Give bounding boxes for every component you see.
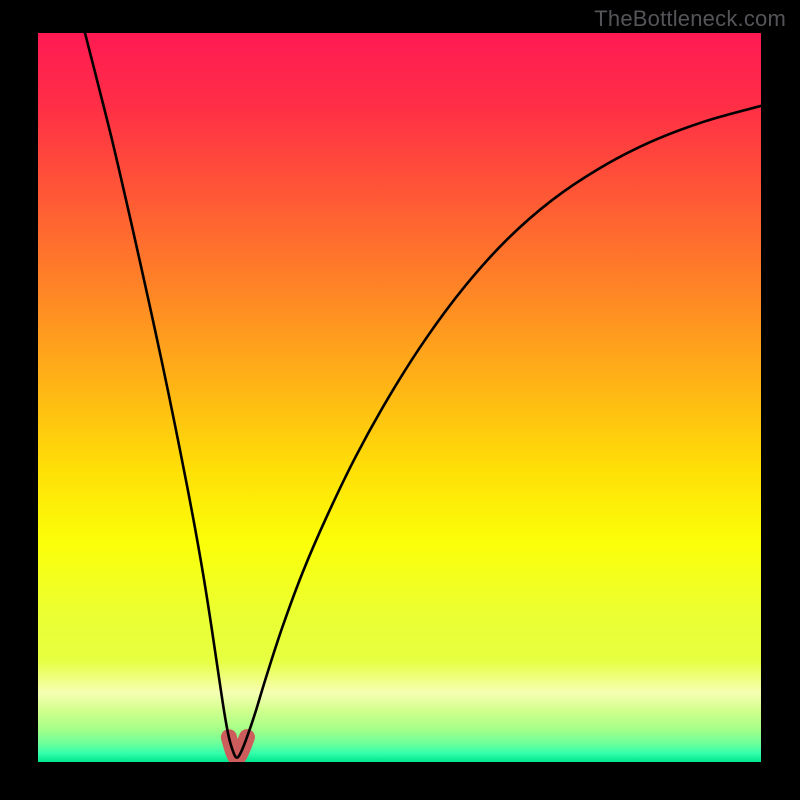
chart-frame: TheBottleneck.com: [0, 0, 800, 800]
watermark-text: TheBottleneck.com: [594, 6, 786, 32]
plot-svg: [38, 33, 761, 762]
plot-area: [38, 33, 761, 762]
